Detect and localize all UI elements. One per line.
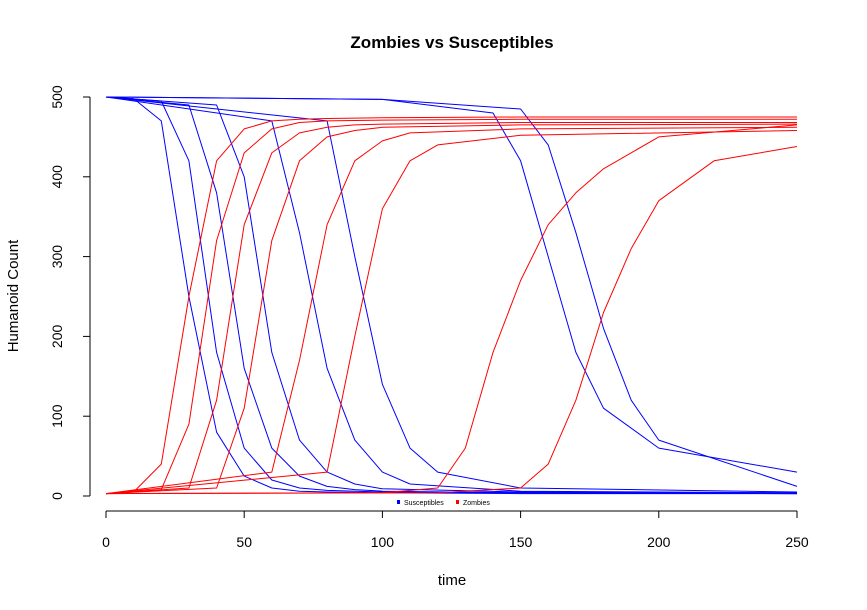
zombies-run-line (105, 118, 797, 495)
legend-swatch-zombies (456, 500, 459, 504)
y-tick-label: 0 (49, 492, 65, 500)
x-tick-label: 250 (785, 534, 809, 550)
legend: Susceptibles Zombies (397, 500, 490, 507)
zombies-run-line (105, 122, 797, 495)
plot-area (105, 96, 798, 495)
zombies-run-line (105, 126, 798, 495)
x-tick-label: 200 (647, 534, 671, 550)
x-axis: 0 50 100 150 200 250 (102, 510, 809, 550)
zombies-run-line (105, 123, 798, 495)
susceptibles-run-line (105, 96, 798, 487)
x-axis-label: time (438, 572, 466, 589)
y-tick-label: 200 (49, 325, 65, 349)
x-ticks: 0 50 100 150 200 250 (102, 511, 809, 550)
zombies-run-line (105, 130, 798, 495)
y-tick-label: 300 (49, 245, 65, 269)
susceptibles-run-line (105, 96, 797, 495)
susceptibles-run-line (105, 96, 798, 494)
susceptibles-run-line (105, 96, 798, 493)
x-tick-label: 150 (509, 534, 533, 550)
y-tick-label: 100 (49, 404, 65, 428)
legend-swatch-susceptibles (397, 500, 400, 504)
x-tick-label: 0 (102, 534, 110, 550)
zombies-run-line (105, 116, 797, 495)
susceptibles-run-line (105, 96, 798, 473)
susceptibles-run-line (105, 96, 798, 495)
y-tick-label: 500 (49, 85, 65, 109)
susceptibles-run-line (105, 96, 798, 495)
susceptibles-run-line (105, 96, 798, 494)
zombies-run-line (105, 146, 798, 495)
x-tick-label: 50 (236, 534, 252, 550)
y-axis: 0 100 200 300 400 500 (49, 85, 91, 500)
x-tick-label: 100 (371, 534, 395, 550)
zombies-run-line (105, 124, 798, 495)
y-axis-label: Humanoid Count (5, 239, 22, 352)
y-tick-label: 400 (49, 165, 65, 189)
legend-label-zombies: Zombies (463, 500, 490, 507)
y-ticks: 0 100 200 300 400 500 (49, 85, 90, 500)
legend-label-susceptibles: Susceptibles (404, 500, 444, 507)
chart-title: Zombies vs Susceptibles (350, 33, 553, 52)
